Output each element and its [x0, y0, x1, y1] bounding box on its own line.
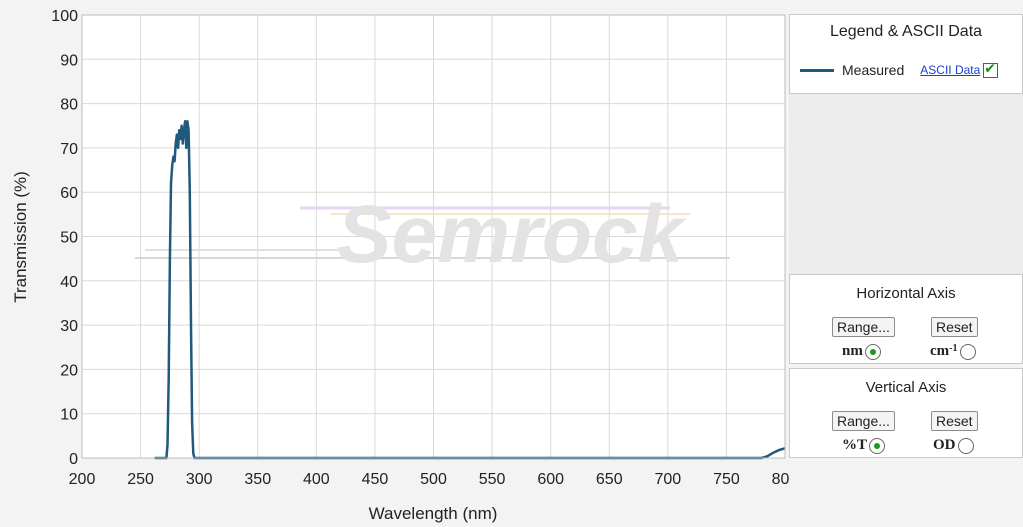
horizontal-axis-title: Horizontal Axis — [856, 285, 956, 302]
y-tick-label: 100 — [51, 8, 78, 25]
x-tick-label: 450 — [362, 471, 389, 488]
y-tick-label: 30 — [60, 318, 78, 335]
vertical-axis-panel: Vertical Axis Range... Reset %T OD — [789, 368, 1023, 458]
x-tick-label: 650 — [596, 471, 623, 488]
legend-swatch-measured — [800, 68, 834, 72]
unit-cm-exponent: -1 — [949, 343, 958, 354]
ascii-data-link[interactable]: ASCII Data — [920, 63, 981, 77]
horizontal-range-button[interactable]: Range... — [832, 317, 895, 337]
ascii-data-checkbox[interactable] — [983, 60, 999, 78]
unit-cm-option: cm -1 — [930, 343, 976, 360]
vertical-range-button[interactable]: Range... — [832, 411, 895, 431]
transmission-chart: Semrock 200 250 300 350 400 450 500 550 600 650 70… — [11, 8, 789, 523]
unit-t-radio[interactable] — [869, 437, 886, 454]
watermark-text: Semrock — [337, 189, 688, 280]
x-tick-label: 800 — [772, 471, 789, 488]
y-tick-label: 60 — [60, 185, 78, 202]
grid-lines — [82, 15, 785, 458]
unit-od-radio[interactable] — [957, 437, 974, 454]
y-tick-label: 80 — [60, 97, 78, 114]
x-tick-label: 400 — [303, 471, 330, 488]
plot-frame — [81, 14, 786, 459]
y-tick-labels: 0 10 20 30 40 50 60 70 80 90 100 — [51, 8, 78, 468]
x-tick-label: 550 — [479, 471, 506, 488]
watermark: Semrock — [135, 189, 730, 280]
legend-spacer — [789, 94, 1023, 274]
vertical-reset-button[interactable]: Reset — [931, 411, 978, 431]
unit-nm-radio[interactable] — [864, 343, 881, 360]
unit-od-option: OD — [933, 437, 974, 454]
x-axis-label: Wavelength (nm) — [369, 504, 498, 523]
y-tick-label: 70 — [60, 141, 78, 158]
unit-nm-label: nm — [842, 343, 863, 359]
x-tick-label: 600 — [537, 471, 564, 488]
y-tick-label: 90 — [60, 52, 78, 69]
legend-entry: Measured ASCII Data — [800, 60, 999, 78]
unit-nm-option: nm — [842, 343, 881, 360]
unit-od-label: OD — [933, 437, 956, 453]
x-tick-label: 350 — [244, 471, 271, 488]
y-tick-label: 20 — [60, 362, 78, 379]
x-tick-label: 250 — [127, 471, 154, 488]
x-tick-labels: 200 250 300 350 400 450 500 550 600 650 700 750 800 — [69, 471, 789, 488]
x-tick-label: 750 — [713, 471, 740, 488]
y-tick-label: 50 — [60, 230, 78, 247]
x-tick-label: 700 — [654, 471, 681, 488]
unit-t-label: %T — [842, 437, 868, 453]
legend-title: Legend & ASCII Data — [829, 23, 983, 40]
unit-t-option: %T — [842, 437, 886, 454]
legend-label-measured: Measured — [842, 62, 905, 78]
legend-panel: Legend & ASCII Data Measured ASCII Data — [789, 14, 1023, 94]
vertical-axis-title: Vertical Axis — [865, 379, 947, 396]
y-axis-label: Transmission (%) — [11, 171, 30, 303]
y-tick-label: 40 — [60, 274, 78, 291]
y-tick-label: 0 — [69, 451, 78, 468]
x-tick-label: 200 — [69, 471, 96, 488]
unit-cm-radio[interactable] — [959, 343, 976, 360]
horizontal-reset-button[interactable]: Reset — [931, 317, 978, 337]
x-tick-label: 300 — [186, 471, 213, 488]
y-tick-label: 10 — [60, 407, 78, 424]
x-tick-label: 500 — [420, 471, 447, 488]
unit-cm-label: cm — [930, 343, 950, 359]
horizontal-axis-panel: Horizontal Axis Range... Reset nm cm -1 — [789, 274, 1023, 364]
